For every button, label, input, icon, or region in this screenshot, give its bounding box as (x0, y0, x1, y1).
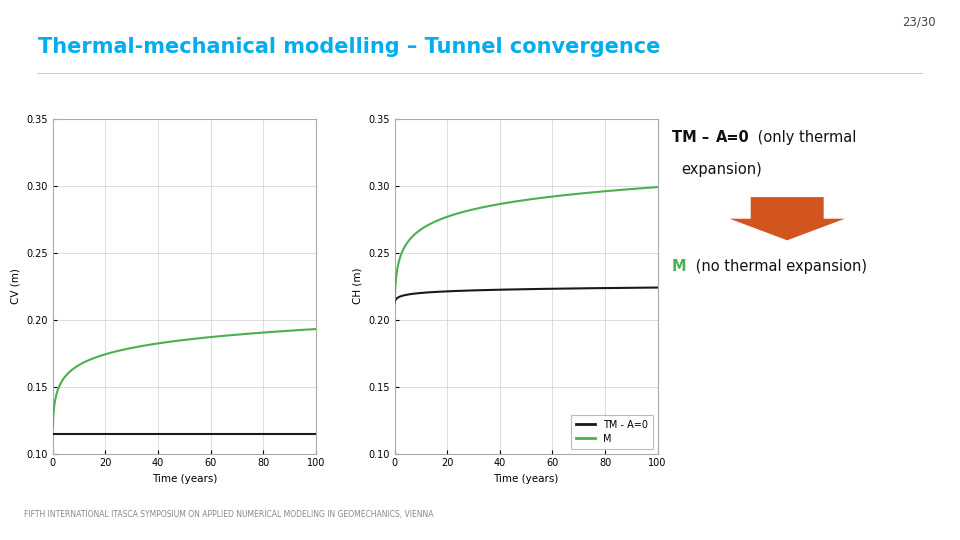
Text: FIFTH INTERNATIONAL ITASCA SYMPOSIUM ON APPLIED NUMERICAL MODELING IN GEOMECHANI: FIFTH INTERNATIONAL ITASCA SYMPOSIUM ON … (24, 510, 434, 519)
Legend: TM - A=0, M: TM - A=0, M (571, 415, 653, 449)
Text: (no thermal expansion): (no thermal expansion) (691, 259, 867, 274)
Text: expansion): expansion) (682, 162, 762, 177)
Y-axis label: CV (m): CV (m) (11, 268, 21, 304)
Text: (only thermal: (only thermal (753, 130, 856, 145)
Text: A=0: A=0 (716, 130, 750, 145)
X-axis label: Time (years): Time (years) (493, 474, 559, 484)
X-axis label: Time (years): Time (years) (152, 474, 217, 484)
Text: M: M (672, 259, 686, 274)
Y-axis label: CH (m): CH (m) (352, 268, 363, 305)
Text: 23/30: 23/30 (902, 15, 936, 28)
Text: Thermal-mechanical modelling – Tunnel convergence: Thermal-mechanical modelling – Tunnel co… (38, 37, 660, 57)
Text: TM –: TM – (672, 130, 714, 145)
